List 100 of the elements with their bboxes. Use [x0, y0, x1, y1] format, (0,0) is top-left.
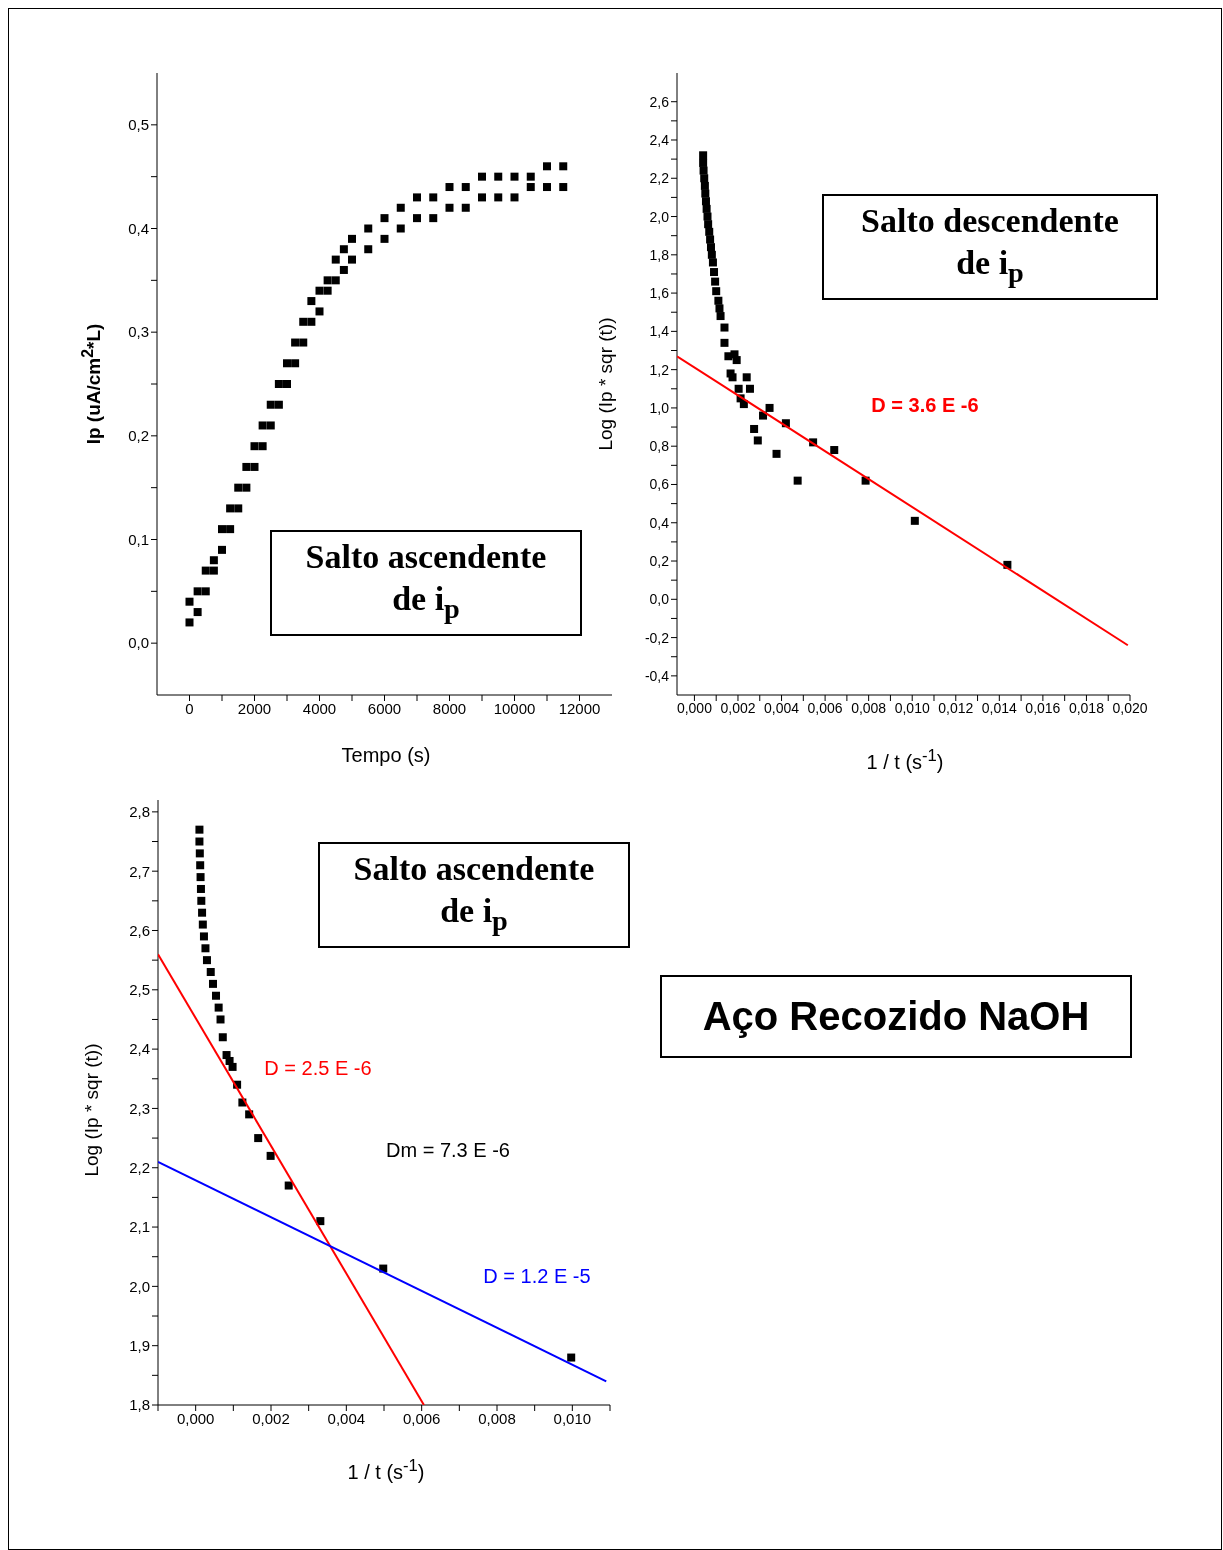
text: D = 3.6 E -6: [871, 393, 979, 417]
annotation: Salto descendente de i$_{p}$: [860, 201, 1120, 290]
point: [772, 449, 781, 458]
y-tick-label: 0,3: [128, 323, 149, 341]
y-tick-label: 0,4: [128, 219, 149, 237]
x-tick-label: 2000: [237, 699, 272, 717]
point: [196, 884, 205, 893]
x-axis-title: 1 / t (s$^{-1}$): [866, 746, 944, 774]
y-axis-title: Log (Ip * sqr (t)): [81, 1043, 103, 1177]
y-tick-label: 2,1: [129, 1218, 150, 1236]
point: [195, 837, 204, 846]
point: [711, 277, 720, 286]
series-label: D = 1.2 E -5: [483, 1264, 591, 1288]
x-tick-label: 0,000: [676, 699, 713, 716]
y-tick-label: 2,6: [649, 93, 670, 110]
y-tick-label: 1,8: [129, 1396, 150, 1414]
y-tick-label: 1,4: [649, 323, 670, 340]
x-tick-label: 0,004: [327, 1409, 366, 1427]
x-tick-label: 0,018: [1068, 699, 1105, 716]
y-tick-label: 1,2: [649, 361, 670, 378]
point: [750, 424, 759, 433]
y-tick-label: 0,4: [649, 514, 670, 531]
point: [228, 1062, 237, 1071]
point: [765, 403, 774, 412]
point: [266, 1151, 275, 1160]
y-tick-label: 2,6: [129, 921, 150, 939]
y-tick-label: -0,2: [644, 629, 670, 646]
point: [202, 956, 211, 965]
y-tick-label: 2,7: [129, 862, 150, 880]
point: [699, 158, 708, 167]
x-tick-label: 0,016: [1025, 699, 1061, 716]
point: [208, 979, 217, 988]
annotation: Dm = 7.3 E -6: [386, 1138, 510, 1162]
point: [720, 338, 729, 347]
y-tick-label: 0,0: [649, 591, 670, 608]
point: [284, 1181, 293, 1190]
point: [745, 384, 754, 393]
y-tick-label: 2,2: [649, 170, 670, 187]
point: [732, 356, 741, 365]
y-tick-label: 2,4: [129, 1040, 150, 1058]
x-tick-label: 12000: [558, 699, 601, 717]
y-tick-label: 2,0: [129, 1277, 150, 1295]
y-tick-label: 1,0: [649, 399, 670, 416]
y-tick-label: 2,0: [649, 208, 670, 225]
point: [712, 287, 721, 296]
x-tick-label: 0,004: [764, 699, 800, 716]
x-tick-label: 0: [185, 699, 194, 717]
x-tick-label: 6000: [367, 699, 402, 717]
point: [201, 944, 210, 953]
point: [728, 373, 737, 382]
y-tick-label: 2,4: [649, 131, 670, 148]
annotation: Salto ascendente de i$_{p}$: [352, 849, 596, 938]
y-tick-label: 2,5: [129, 981, 150, 999]
x-tick-label: 0,008: [851, 699, 887, 716]
y-tick-label: 1,8: [649, 246, 670, 263]
y-tick-label: 1,9: [129, 1337, 150, 1355]
annotation: Salto ascendente de i$_{p}$: [304, 537, 548, 626]
y-tick-label: 0,5: [128, 116, 149, 134]
point: [198, 920, 207, 929]
x-tick-label: 0,006: [807, 699, 843, 716]
y-tick-label: 1,6: [649, 285, 670, 302]
point: [708, 258, 717, 267]
point: [195, 849, 204, 858]
y-tick-label: 2,3: [129, 1099, 150, 1117]
x-tick-label: 0,010: [894, 699, 930, 716]
point: [216, 1015, 225, 1024]
point: [715, 304, 724, 313]
point: [910, 516, 919, 525]
point: [218, 1033, 227, 1042]
x-tick-label: 10000: [493, 699, 536, 717]
point: [567, 1353, 576, 1362]
point: [196, 861, 205, 870]
point: [704, 220, 713, 229]
x-axis-title: 1 / t (s$^{-1}$): [347, 1456, 425, 1484]
text: Aço Recozido NaOH: [702, 994, 1090, 1039]
x-tick-label: 0,008: [478, 1409, 516, 1427]
point: [196, 873, 205, 882]
y-tick-label: -0,4: [644, 667, 670, 684]
point: [700, 174, 709, 183]
point: [214, 1003, 223, 1012]
point: [198, 908, 207, 917]
y-tick-label: 0,8: [649, 438, 670, 455]
y-tick-label: 2,2: [129, 1159, 150, 1177]
point: [254, 1134, 263, 1143]
x-tick-label: 0,002: [720, 699, 756, 716]
point: [212, 991, 221, 1000]
x-axis-title: Tempo (s): [341, 743, 431, 767]
y-axis-title: Log (Ip * sqr (t)): [595, 317, 617, 451]
x-tick-label: 0,000: [176, 1409, 215, 1427]
point: [699, 151, 708, 160]
point: [742, 373, 751, 382]
point: [702, 204, 711, 213]
point: [701, 197, 710, 206]
point: [753, 436, 762, 445]
x-tick-label: 0,020: [1112, 699, 1148, 716]
y-tick-label: 0,2: [649, 553, 670, 569]
x-tick-label: 0,002: [252, 1409, 290, 1427]
point: [206, 968, 215, 977]
point: [197, 896, 206, 905]
point: [700, 181, 709, 190]
